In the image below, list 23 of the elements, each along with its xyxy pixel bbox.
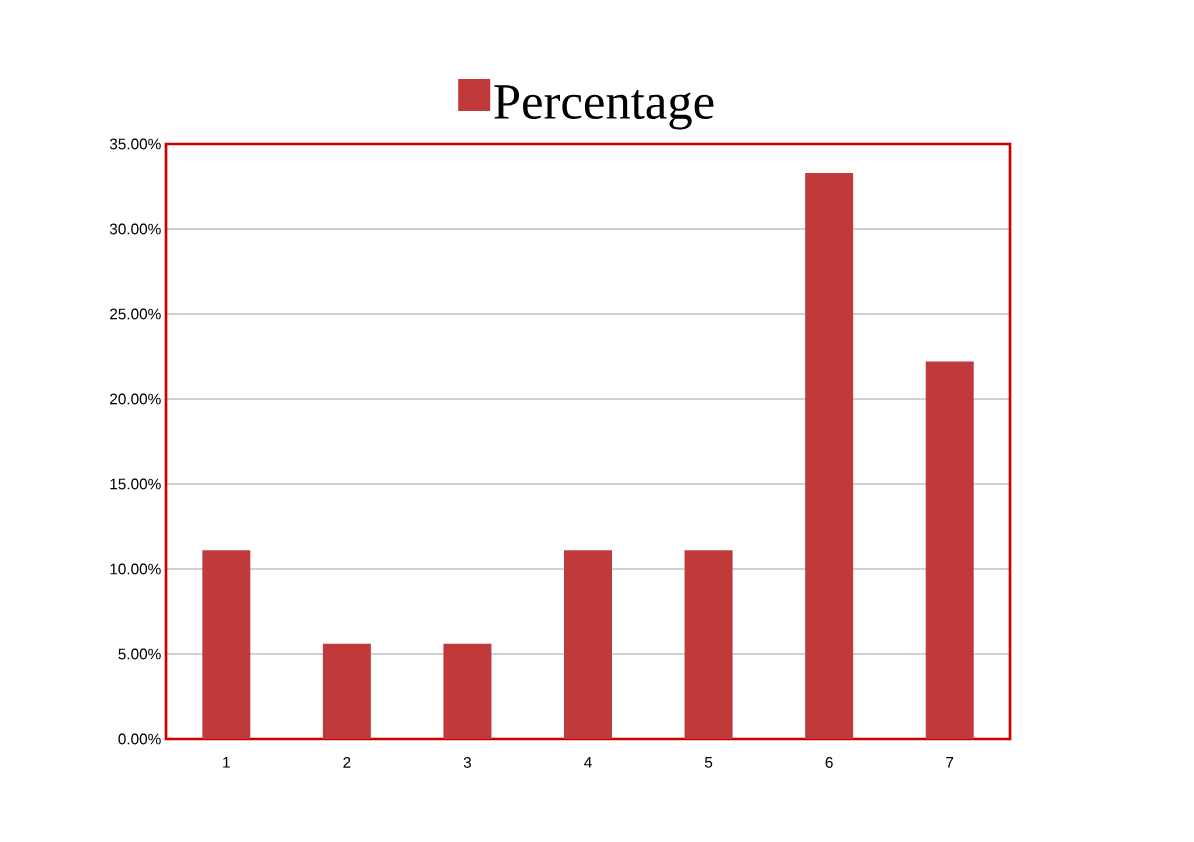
x-tick-label: 4: [584, 757, 592, 768]
bar: [684, 550, 733, 739]
y-tick-label: 15.00%: [110, 478, 161, 490]
bar: [443, 643, 492, 739]
y-tick-label: 20.00%: [110, 393, 161, 405]
y-tick-label: 0.00%: [118, 733, 161, 745]
bar: [925, 361, 974, 739]
y-tick-label: 10.00%: [110, 563, 161, 575]
x-tick-label: 1: [223, 757, 230, 768]
x-tick-label: 7: [946, 757, 954, 768]
legend-label: Percentage: [494, 85, 714, 130]
bar: [322, 643, 371, 739]
bar: [202, 550, 251, 739]
y-tick-label: 5.00%: [118, 648, 161, 660]
x-tick-label: 6: [825, 757, 833, 768]
y-tick-label: 35.00%: [109, 138, 161, 150]
bar: [805, 172, 854, 739]
bar: [564, 550, 613, 739]
y-tick-label: 25.00%: [110, 308, 161, 320]
y-tick-label: 30.00%: [109, 223, 161, 235]
x-tick-label: 3: [463, 757, 472, 768]
x-tick-label: 2: [343, 757, 351, 768]
x-tick-label: 5: [704, 757, 713, 768]
